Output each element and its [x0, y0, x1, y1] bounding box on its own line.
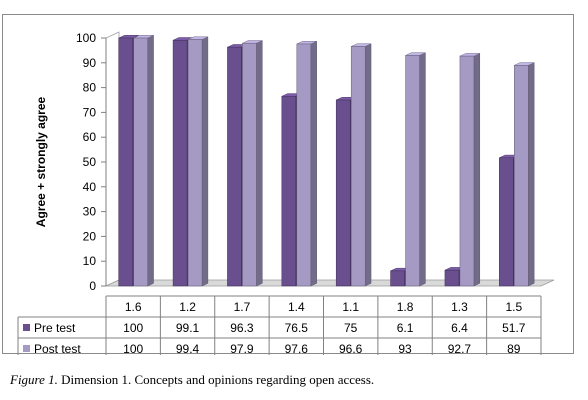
chart-frame: 0 10 20 30 40 50 60 70 80 90 100 Agree + strongly a…	[2, 14, 574, 355]
x-tick-label: 1.8	[397, 300, 414, 314]
data-label: 97.9	[230, 342, 254, 355]
x-tick-label: 1.3	[451, 300, 468, 314]
data-label: 6.1	[397, 321, 414, 335]
data-label: 96.6	[339, 342, 363, 355]
caption-label: Figure 1.	[10, 372, 58, 387]
bar-side	[364, 43, 372, 287]
bar	[405, 55, 420, 287]
bar	[242, 42, 257, 287]
bar-chart: 0 10 20 30 40 50 60 70 80 90 100 Agree + strongly a…	[17, 31, 555, 355]
data-label: 6.4	[451, 321, 468, 335]
bar-side	[201, 36, 209, 287]
data-label: 92.7	[448, 342, 472, 355]
y-tick-label: 90	[83, 56, 97, 70]
bar-side	[256, 40, 263, 287]
data-label: 100	[123, 342, 143, 355]
data-label: 76.5	[285, 321, 309, 335]
caption-text: Dimension 1. Concepts and opinions regar…	[57, 372, 375, 387]
bar	[281, 96, 297, 287]
y-tick-label: 50	[83, 155, 97, 169]
bar	[118, 37, 133, 287]
y-tick-label: 0	[89, 279, 96, 293]
legend-swatch	[23, 324, 30, 331]
legend-swatch	[23, 345, 30, 352]
data-label: 51.7	[502, 321, 526, 335]
bar	[499, 157, 514, 287]
x-tick-label: 1.6	[125, 300, 142, 314]
y-axis-label: Agree + strongly agree	[34, 96, 48, 227]
bar	[335, 99, 351, 287]
x-tick-label: 1.7	[234, 300, 251, 314]
data-label: 96.3	[230, 321, 254, 335]
x-tick-label: 1.1	[342, 300, 359, 314]
x-tick-label: 1.5	[505, 300, 522, 314]
bar	[172, 39, 188, 287]
data-label: 97.6	[285, 342, 309, 355]
y-tick-label: 70	[83, 105, 97, 119]
y-tick-label: 100	[76, 31, 96, 45]
bar	[390, 270, 405, 287]
x-tick-label: 1.2	[179, 300, 196, 314]
y-tick-label: 20	[83, 229, 97, 243]
bar	[350, 46, 366, 287]
y-tick-label: 80	[83, 81, 97, 95]
side-wall	[105, 31, 120, 287]
bar	[187, 39, 203, 287]
bar-side	[419, 52, 426, 287]
data-label: 89	[507, 342, 521, 355]
bar-side	[528, 62, 535, 287]
bar-side	[473, 53, 481, 287]
data-label: 75	[344, 321, 358, 335]
legend-label: Pre test	[34, 321, 76, 335]
data-label: 93	[398, 342, 412, 355]
data-label: 99.1	[176, 321, 200, 335]
y-tick-label: 10	[83, 254, 97, 268]
y-tick-label: 40	[83, 180, 97, 194]
bar	[459, 55, 475, 287]
bar	[296, 43, 312, 287]
y-tick-label: 30	[83, 205, 97, 219]
bar-side	[147, 34, 154, 287]
figure-caption: Figure 1. Dimension 1. Concepts and opin…	[10, 372, 374, 388]
bar	[227, 46, 242, 287]
y-tick-label: 60	[83, 130, 97, 144]
legend-label: Post test	[34, 342, 81, 355]
data-label: 100	[123, 321, 143, 335]
bar	[444, 269, 460, 287]
bar	[514, 65, 529, 287]
data-label: 99.4	[176, 342, 200, 355]
bar-side	[310, 40, 317, 287]
bar	[133, 37, 148, 287]
x-tick-label: 1.4	[288, 300, 305, 314]
